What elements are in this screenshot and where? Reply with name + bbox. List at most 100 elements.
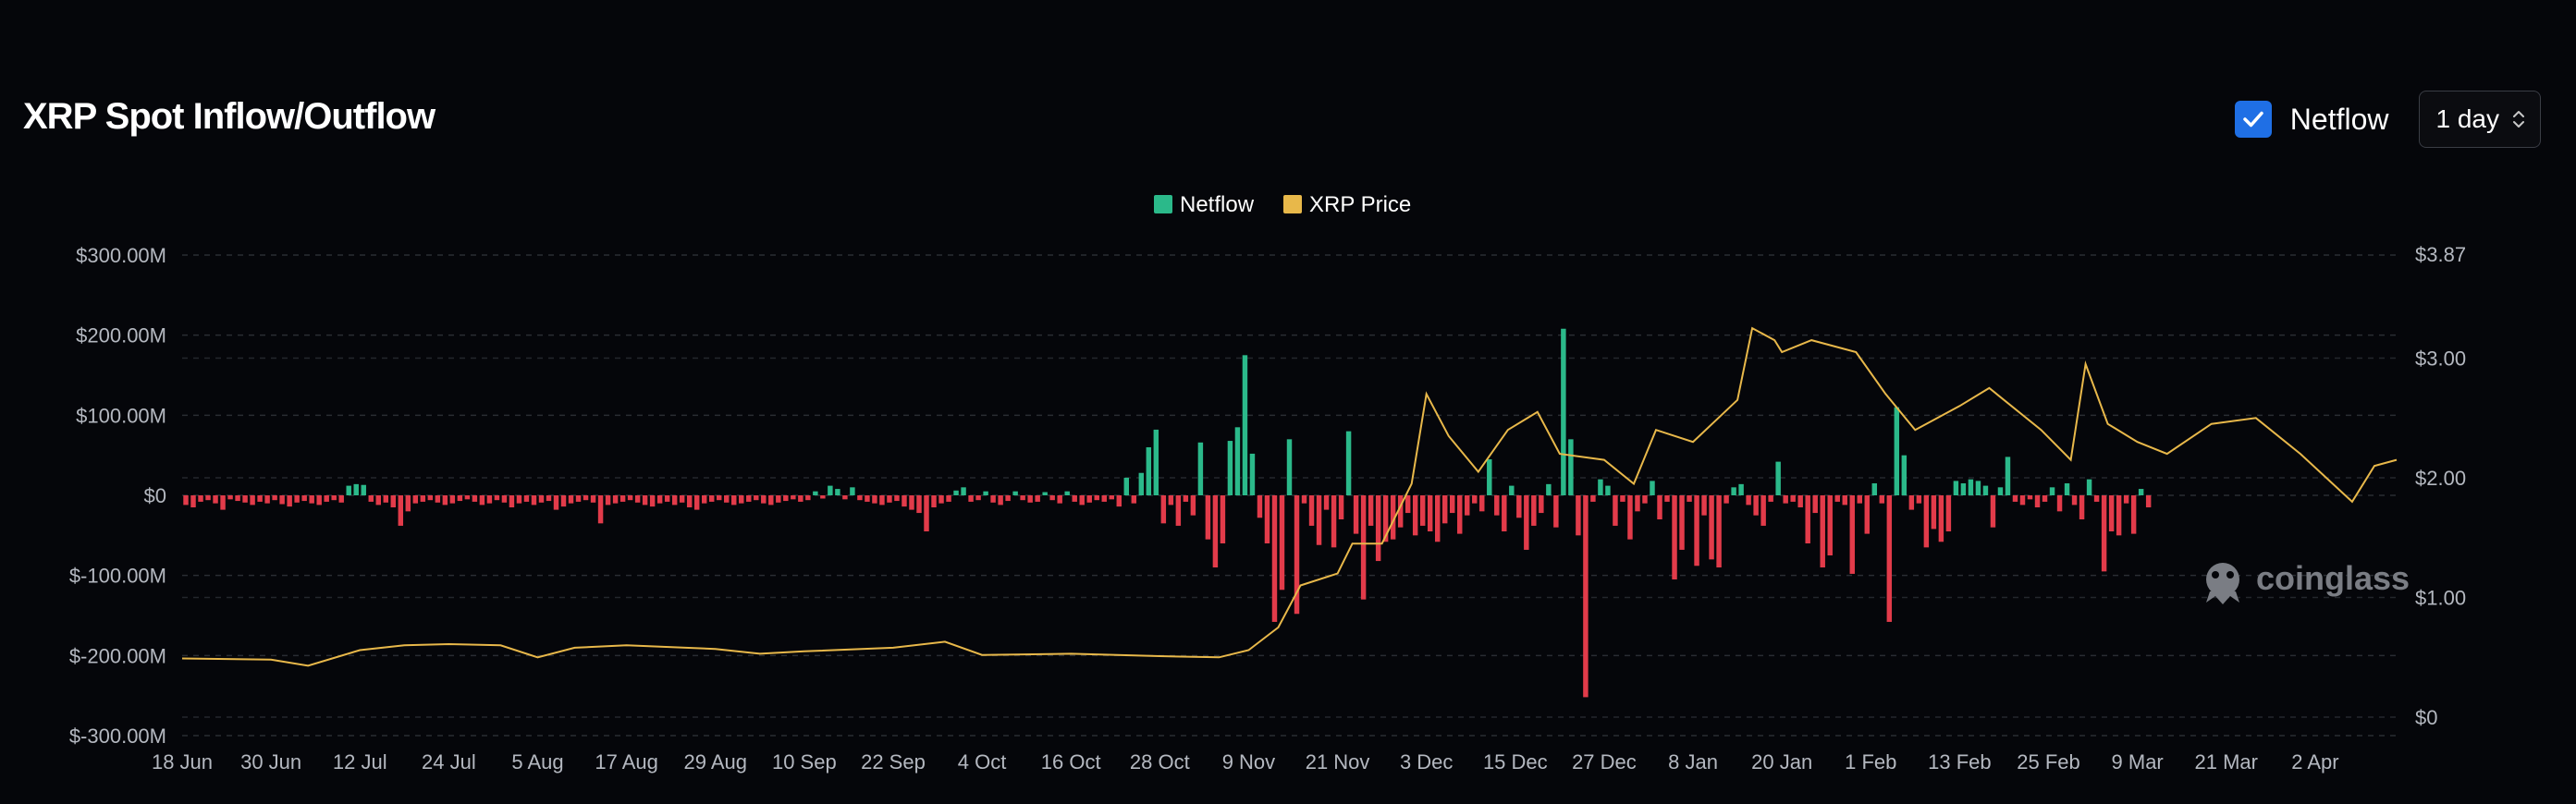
netflow-bar [1064,491,1070,495]
y-tick-label-left: $0 [144,484,166,507]
netflow-bar [1945,495,1952,531]
netflow-toggle[interactable]: Netflow [2234,101,2389,138]
netflow-bar [1316,495,1322,545]
netflow-bar [1620,495,1625,502]
netflow-bar [198,495,203,502]
chevron-updown-icon [2513,111,2524,128]
netflow-bar [1249,453,1256,495]
netflow-bar [227,495,233,500]
netflow-bar [1997,487,2004,495]
netflow-bar [1812,495,1818,514]
netflow-bar [1116,495,1122,507]
netflow-bar [1502,495,1507,531]
x-tick-label: 3 Dec [1400,750,1453,774]
netflow-bar [2123,495,2129,504]
y-tick-label-right: $0 [2415,706,2437,729]
netflow-bar [1264,495,1270,543]
netflow-bar [975,495,981,501]
netflow-bar [1131,495,1137,504]
netflow-bar [183,495,189,506]
netflow-bar [1960,483,1967,495]
netflow-bar [1138,472,1145,495]
x-tick-label: 21 Mar [2195,750,2258,774]
netflow-toggle-label: Netflow [2289,102,2389,136]
netflow-bar [427,495,434,501]
netflow-bar [1360,495,1367,600]
netflow-bar [1516,495,1522,518]
netflow-bar [1472,495,1478,504]
netflow-bar [279,495,285,505]
netflow-bar [2130,495,2137,534]
y-tick-label-right: $3.00 [2415,347,2466,371]
netflow-bar [2049,487,2055,495]
y-tick-label-right: $2.00 [2415,467,2466,490]
netflow-bar [1509,485,1515,495]
netflow-bar [679,495,685,503]
netflow-bar [464,495,471,500]
interval-select[interactable]: 1 day [2418,91,2541,148]
x-tick-label: 17 Aug [595,750,658,774]
netflow-bar [287,495,292,507]
netflow-bar [1434,495,1441,542]
netflow-bar [220,495,226,510]
netflow-bar [953,490,959,495]
x-tick-label: 9 Mar [2112,750,2164,774]
netflow-bar [1457,495,1463,534]
netflow-bar [656,495,663,504]
netflow-bar [2086,479,2092,495]
netflow-bar [961,487,966,495]
netflow-bar [1524,495,1529,550]
netflow-bar [1834,495,1840,502]
netflow-checkbox[interactable] [2234,101,2272,138]
netflow-bar [560,495,567,507]
netflow-bar [1968,479,1974,495]
netflow-bar [1938,495,1944,542]
netflow-bar [739,495,744,504]
netflow-bar [1079,495,1085,506]
netflow-bar [479,495,485,506]
netflow-bar [2071,495,2078,506]
netflow-bar [1923,495,1930,548]
netflow-bar [1790,495,1796,502]
netflow-bar [331,495,337,501]
netflow-bar [1664,495,1670,502]
netflow-bar [1005,495,1011,502]
interval-value: 1 day [2435,104,2500,133]
netflow-bar [724,495,730,503]
netflow-bar [2093,495,2100,502]
netflow-bar [938,495,944,504]
netflow-bar [1583,495,1589,698]
netflow-bar [924,495,929,531]
netflow-bar [1687,495,1692,502]
netflow-bar [1012,491,1018,495]
netflow-bar [1183,495,1189,502]
netflow-bar [250,495,255,506]
netflow-bar [213,495,218,504]
netflow-bar [1353,495,1359,534]
netflow-bar [457,495,463,502]
netflow-bar [264,495,270,504]
netflow-bar [1953,481,1959,495]
netflow-bar [2005,457,2011,495]
netflow-bar [805,495,811,501]
netflow-bar [1101,495,1107,502]
x-tick-label: 22 Sep [861,750,926,774]
netflow-bar [190,495,196,507]
netflow-bar [693,495,700,510]
netflow-bar [1323,495,1330,510]
netflow-bar [1227,441,1233,495]
netflow-bar [671,495,678,506]
netflow-bar [1908,495,1915,510]
netflow-bar [1568,439,1574,495]
netflow-bar [1650,481,1655,495]
watermark: coinglass [2206,559,2410,604]
netflow-bar [761,495,767,504]
netflow-bar [1450,495,1455,514]
x-tick-label: 24 Jul [422,750,476,774]
netflow-bar [1441,495,1448,524]
netflow-bar [1894,407,1900,495]
netflow-bar [612,495,619,504]
x-tick-label: 2 Apr [2291,750,2338,774]
netflow-bar [1390,495,1396,540]
netflow-bar [1546,483,1552,495]
